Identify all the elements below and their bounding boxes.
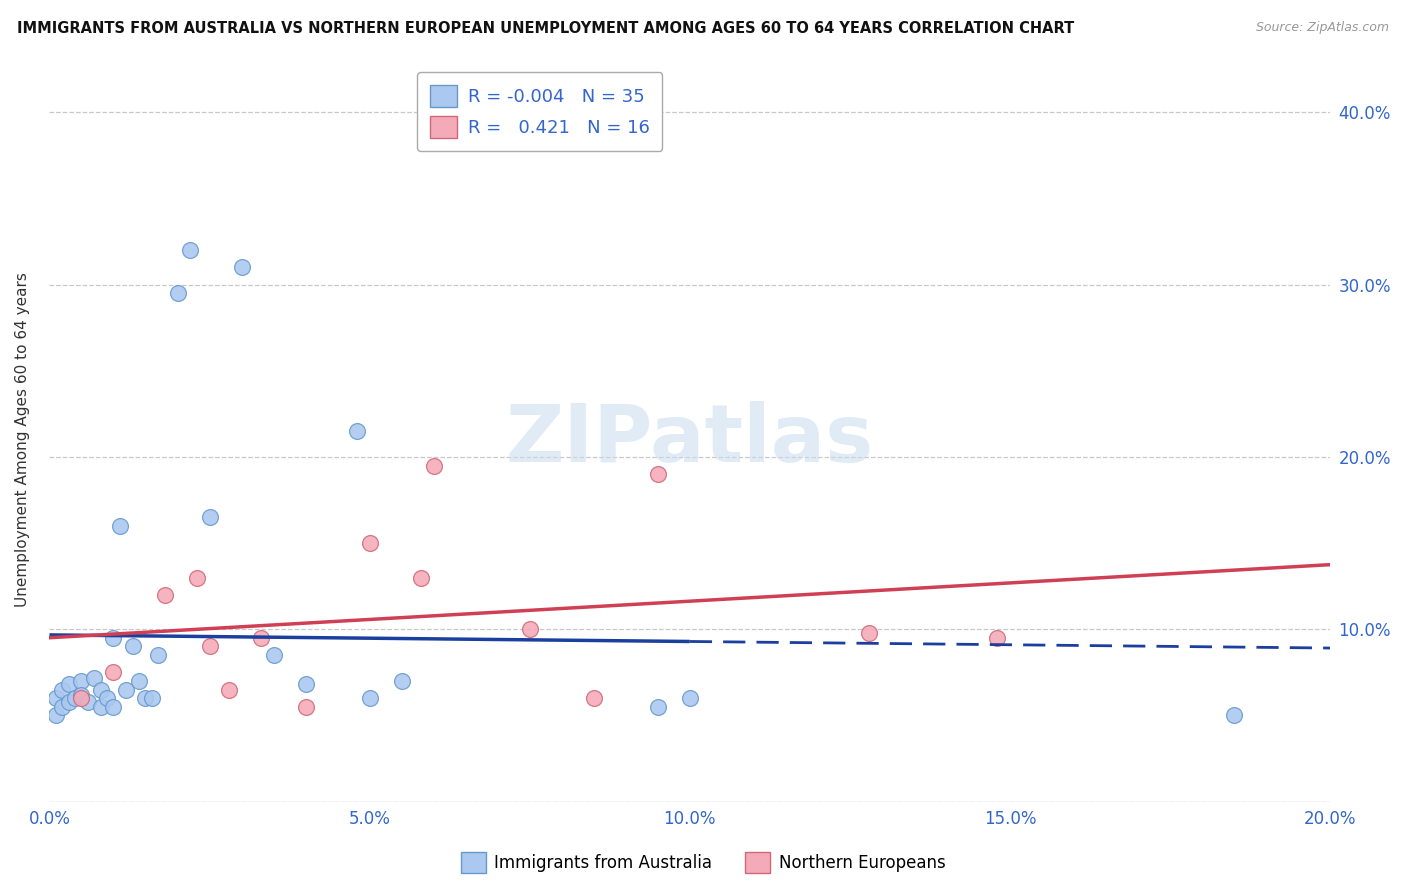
Point — [103, 699, 125, 714]
Point — [51, 699, 73, 714]
Point — [359, 536, 381, 550]
Point — [103, 665, 125, 680]
Point — [198, 640, 221, 654]
Y-axis label: Unemployment Among Ages 60 to 64 years: Unemployment Among Ages 60 to 64 years — [15, 272, 30, 607]
Point — [70, 688, 93, 702]
Text: Source: ZipAtlas.com: Source: ZipAtlas.com — [1256, 21, 1389, 34]
Point — [96, 691, 118, 706]
Point — [519, 622, 541, 636]
Point — [422, 458, 444, 473]
Point — [409, 570, 432, 584]
Point — [134, 691, 156, 706]
Point — [294, 699, 316, 714]
Point — [58, 695, 80, 709]
Point — [679, 691, 702, 706]
Point — [1223, 708, 1246, 723]
Legend: R = -0.004   N = 35, R =   0.421   N = 16: R = -0.004 N = 35, R = 0.421 N = 16 — [418, 72, 662, 151]
Point — [58, 677, 80, 691]
Point — [70, 673, 93, 688]
Point — [218, 682, 240, 697]
Legend: Immigrants from Australia, Northern Europeans: Immigrants from Australia, Northern Euro… — [454, 846, 952, 880]
Point — [359, 691, 381, 706]
Point — [83, 671, 105, 685]
Point — [263, 648, 285, 662]
Point — [76, 695, 98, 709]
Point — [51, 682, 73, 697]
Point — [294, 677, 316, 691]
Point — [128, 673, 150, 688]
Text: IMMIGRANTS FROM AUSTRALIA VS NORTHERN EUROPEAN UNEMPLOYMENT AMONG AGES 60 TO 64 : IMMIGRANTS FROM AUSTRALIA VS NORTHERN EU… — [17, 21, 1074, 36]
Point — [115, 682, 138, 697]
Point — [986, 631, 1008, 645]
Point — [45, 708, 67, 723]
Point — [70, 691, 93, 706]
Point — [90, 682, 112, 697]
Text: ZIPatlas: ZIPatlas — [506, 401, 875, 479]
Point — [63, 691, 86, 706]
Point — [148, 648, 170, 662]
Point — [186, 570, 208, 584]
Point — [647, 467, 669, 482]
Point — [45, 691, 67, 706]
Point — [346, 424, 368, 438]
Point — [647, 699, 669, 714]
Point — [179, 243, 201, 257]
Point — [249, 631, 271, 645]
Point — [166, 286, 188, 301]
Point — [582, 691, 605, 706]
Point — [141, 691, 163, 706]
Point — [391, 673, 413, 688]
Point — [108, 518, 131, 533]
Point — [103, 631, 125, 645]
Point — [198, 510, 221, 524]
Point — [231, 260, 253, 275]
Point — [858, 625, 880, 640]
Point — [153, 588, 176, 602]
Point — [90, 699, 112, 714]
Point — [121, 640, 143, 654]
